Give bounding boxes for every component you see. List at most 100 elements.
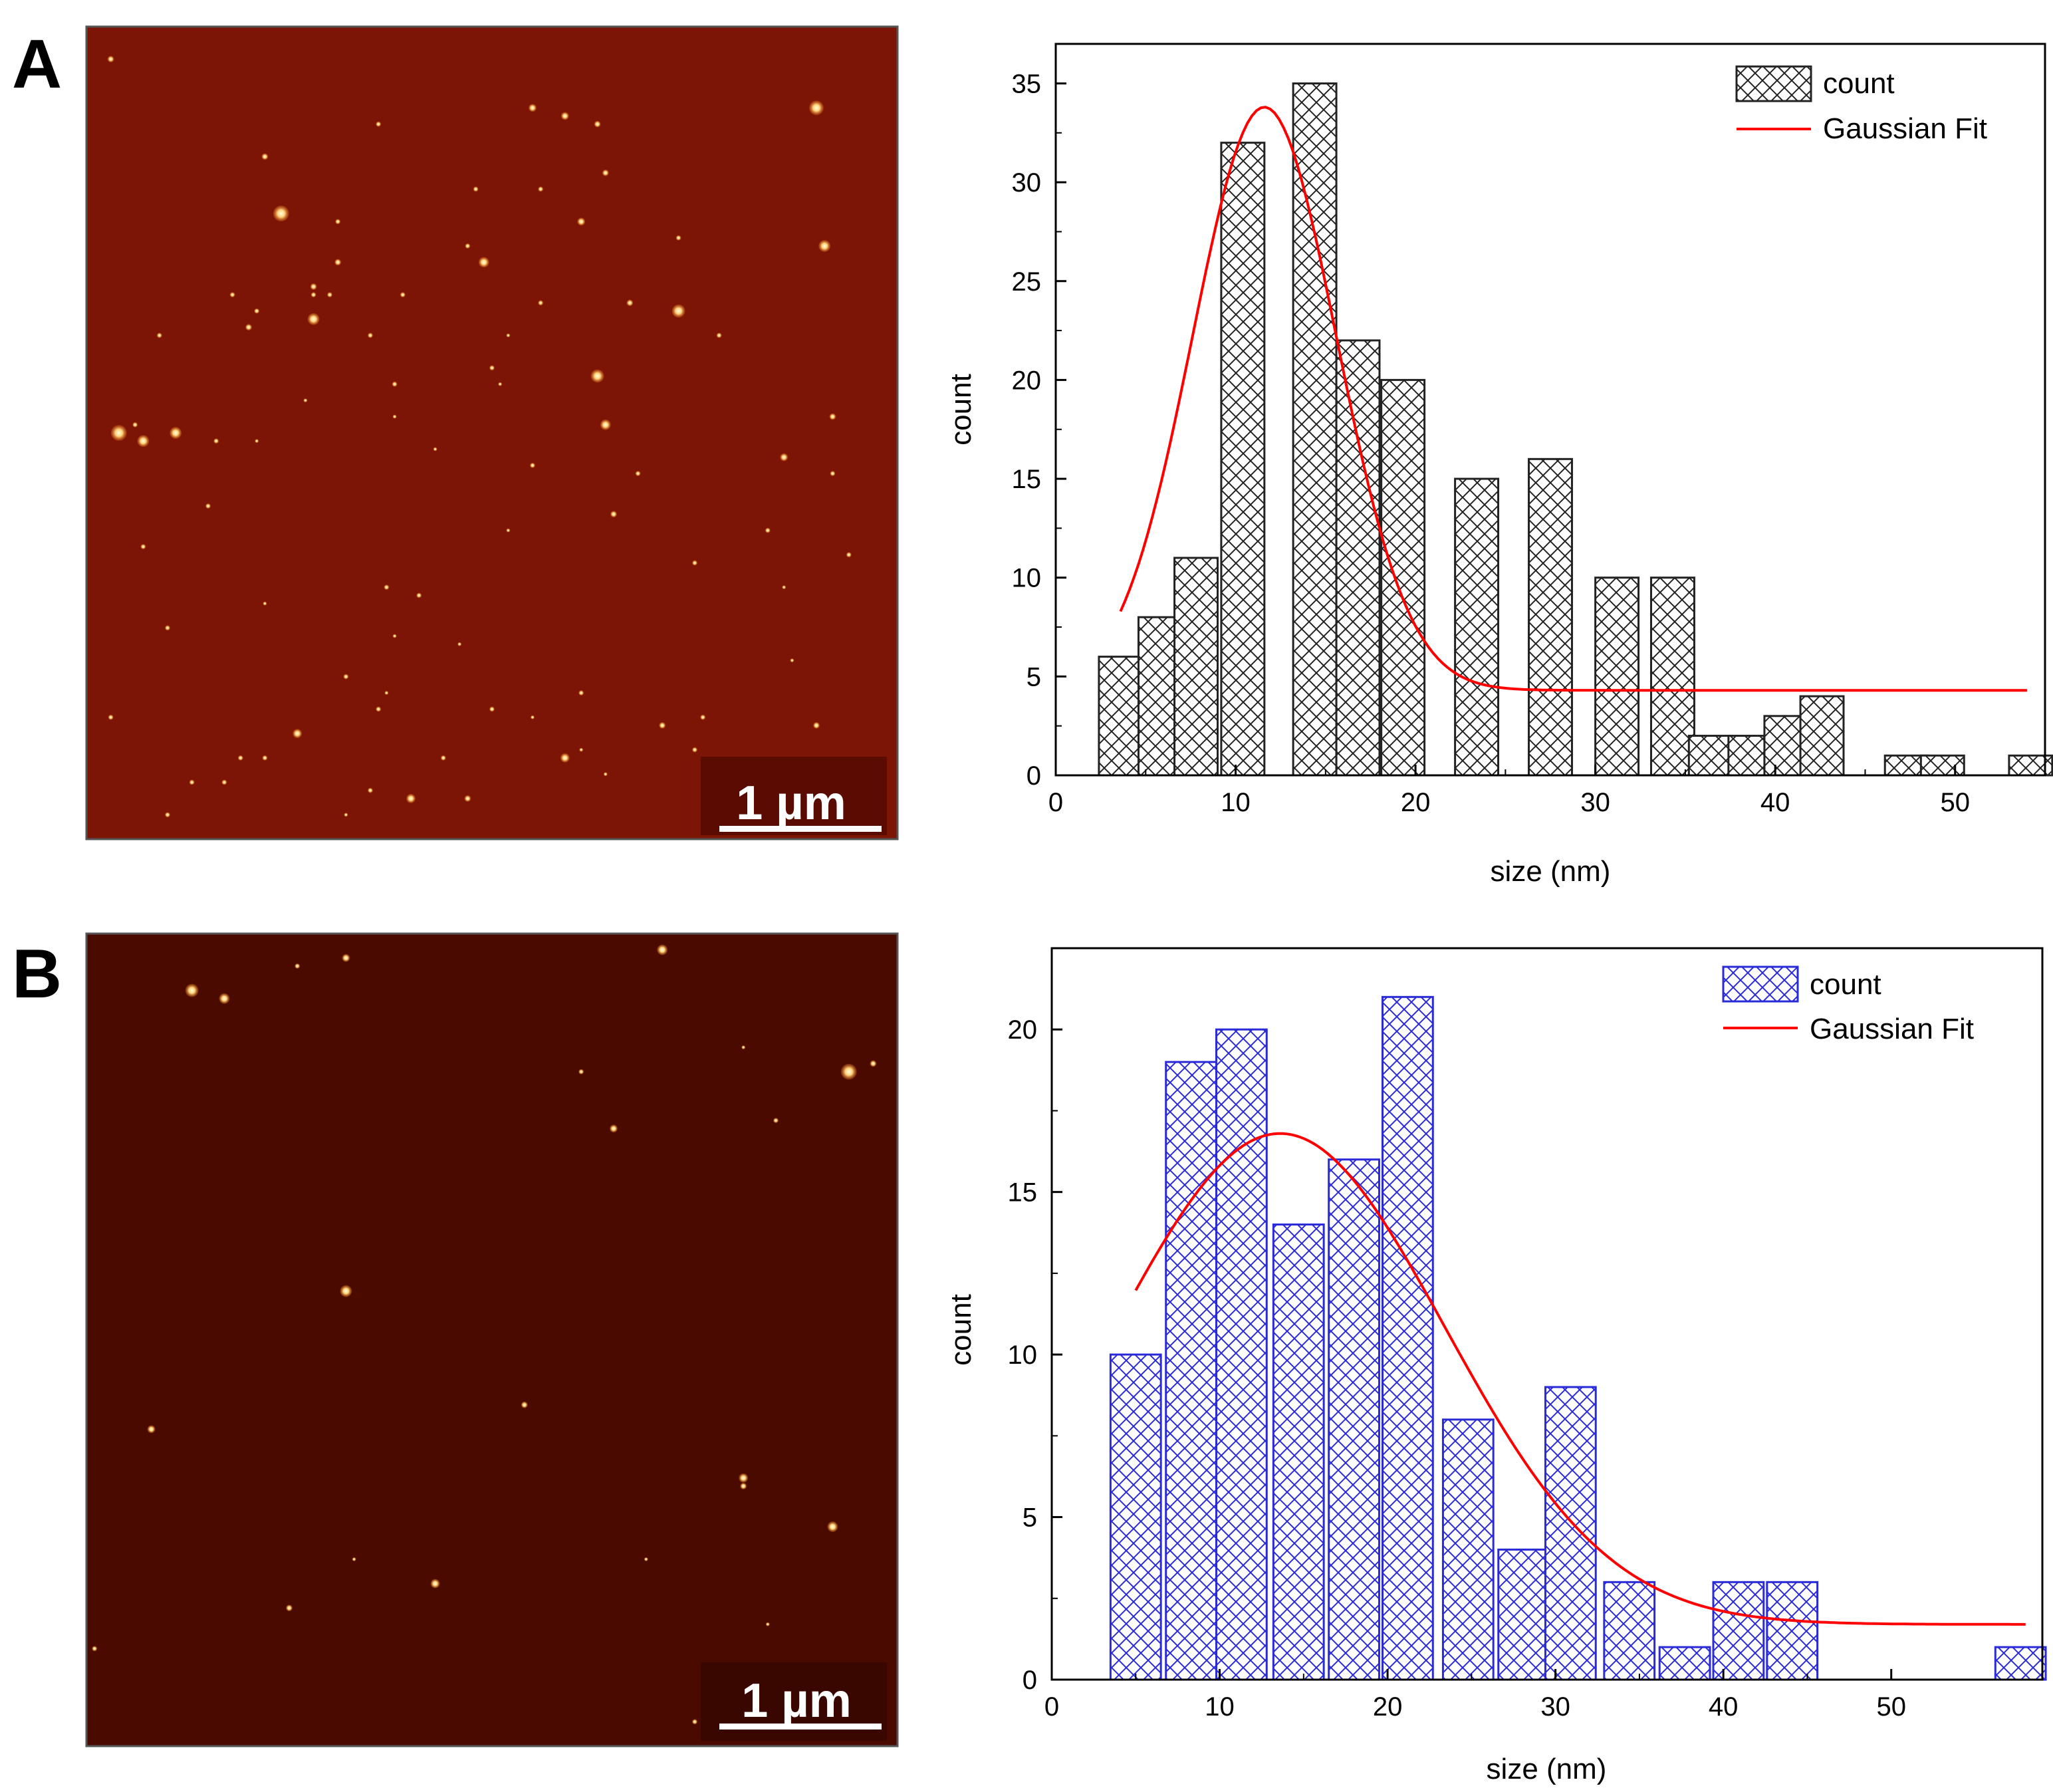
bar-a-6: [1380, 378, 1426, 777]
y-tick-label-b-4: 20: [1008, 1015, 1038, 1045]
afm-particle-a-43: [170, 427, 182, 439]
afm-particle-a-26: [307, 313, 320, 325]
afm-particle-a-90: [464, 795, 471, 802]
afm-particle-a-21: [254, 308, 260, 314]
afm-particle-b-13: [147, 1425, 156, 1434]
afm-particle-b-17: [352, 1557, 356, 1561]
afm-particle-a-65: [165, 625, 170, 631]
x-tick-label-b-1: 10: [1205, 1692, 1235, 1722]
afm-particle-a-94: [344, 813, 348, 817]
x-tick-label-a-4: 40: [1760, 788, 1790, 817]
x-tick-label-a-0: 0: [1048, 788, 1063, 817]
afm-particle-a-70: [376, 706, 382, 712]
afm-particles-a: [107, 55, 884, 818]
afm-particle-b-14: [739, 1473, 749, 1483]
x-tick-label-a-5: 50: [1940, 788, 1970, 817]
afm-particle-a-78: [237, 755, 243, 761]
afm-image-b: 1 µm: [85, 932, 899, 1747]
bar-b-12: [1766, 1581, 1819, 1681]
panel-label-a: A: [12, 26, 62, 103]
afm-particle-b-3: [657, 944, 668, 956]
afm-particle-a-54: [506, 528, 511, 533]
x-tick-label-b-3: 30: [1540, 1692, 1570, 1722]
afm-particle-a-31: [506, 333, 511, 338]
panel-label-b: B: [12, 936, 62, 1013]
bar-b-2: [1215, 1028, 1268, 1681]
afm-particle-a-20: [538, 300, 544, 306]
afm-particle-a-47: [530, 462, 535, 468]
x-tick-label-a-2: 20: [1401, 788, 1431, 817]
afm-particle-a-76: [813, 721, 820, 729]
afm-particle-b-9: [610, 1124, 618, 1133]
axis-ticks-a: 0 10 20 30 40 50 0 5 10 15 20 25 30 35: [1012, 69, 1970, 817]
afm-particle-a-62: [263, 601, 267, 606]
afm-particle-a-66: [790, 658, 794, 663]
bar-b-4: [1328, 1158, 1380, 1681]
afm-particle-b-23: [692, 1719, 697, 1725]
afm-particle-a-53: [610, 511, 617, 518]
x-tick-label-a-3: 30: [1580, 788, 1610, 817]
x-tick-label-b-2: 20: [1373, 1692, 1403, 1722]
y-tick-label-a-2: 10: [1012, 564, 1042, 593]
bar-a-16: [1919, 754, 1965, 777]
bar-a-3: [1220, 142, 1266, 777]
afm-particle-a-41: [110, 425, 127, 441]
afm-particle-a-33: [489, 365, 495, 371]
y-tick-label-b-0: 0: [1023, 1666, 1037, 1695]
afm-particle-a-40: [829, 413, 836, 420]
afm-particle-a-12: [465, 243, 471, 249]
bar-a-14: [1799, 695, 1845, 777]
afm-particle-a-13: [577, 217, 586, 226]
y-tick-label-a-7: 35: [1012, 69, 1042, 98]
afm-particle-a-71: [531, 715, 535, 719]
bar-b-0: [1109, 1353, 1162, 1681]
scale-bar-a: [719, 826, 882, 832]
x-axis-label-b: size (nm): [1487, 1753, 1607, 1785]
bar-a-0: [1098, 656, 1144, 777]
afm-particle-a-88: [368, 787, 373, 793]
afm-particle-a-39: [132, 422, 138, 428]
y-tick-label-b-2: 10: [1008, 1341, 1038, 1370]
afm-particle-a-63: [392, 634, 397, 638]
afm-particle-a-52: [205, 503, 211, 509]
y-tick-label-a-1: 5: [1026, 662, 1041, 692]
afm-particle-a-61: [416, 592, 422, 598]
afm-particle-b-20: [765, 1622, 770, 1626]
afm-particle-b-16: [827, 1521, 838, 1533]
x-tick-label-b-0: 0: [1044, 1692, 1059, 1722]
afm-particle-a-3: [560, 112, 569, 120]
afm-particle-a-86: [189, 779, 195, 785]
afm-particle-a-36: [303, 398, 308, 403]
afm-particle-a-48: [433, 447, 437, 451]
afm-particle-b-15: [740, 1482, 747, 1489]
legend-bar-swatch-a: [1735, 65, 1812, 102]
afm-particle-a-75: [700, 714, 706, 720]
afm-particle-b-4: [295, 963, 301, 969]
afm-particle-a-18: [400, 292, 406, 298]
afm-particle-b-10: [773, 1118, 779, 1124]
afm-particle-a-55: [765, 527, 771, 533]
afm-particle-a-22: [626, 299, 634, 307]
bar-b-6: [1441, 1418, 1495, 1681]
scale-bar-label-b: 1 µm: [741, 1674, 852, 1728]
y-tick-label-a-4: 20: [1012, 366, 1042, 395]
x-tick-label-b-5: 50: [1876, 1692, 1906, 1722]
legend-bar-label-b: count: [1810, 968, 1881, 1001]
afm-particle-a-93: [165, 812, 170, 818]
bar-b-8: [1544, 1386, 1597, 1681]
bar-a-9: [1594, 576, 1640, 777]
bar-b-3: [1272, 1223, 1325, 1681]
bar-a-8: [1528, 457, 1573, 777]
afm-particles-b: [92, 944, 877, 1725]
y-tick-label-a-3: 15: [1012, 465, 1042, 494]
y-tick-label-b-3: 15: [1008, 1178, 1038, 1208]
afm-particle-a-2: [529, 104, 537, 112]
afm-particle-a-89: [406, 793, 416, 803]
y-axis-label-a: count: [945, 374, 977, 446]
bars-a: [1098, 82, 2053, 777]
afm-particle-b-0: [185, 983, 199, 997]
afm-particle-b-12: [521, 1401, 528, 1408]
plot-frame-a: [1054, 43, 2046, 777]
afm-particle-a-4: [594, 120, 601, 128]
